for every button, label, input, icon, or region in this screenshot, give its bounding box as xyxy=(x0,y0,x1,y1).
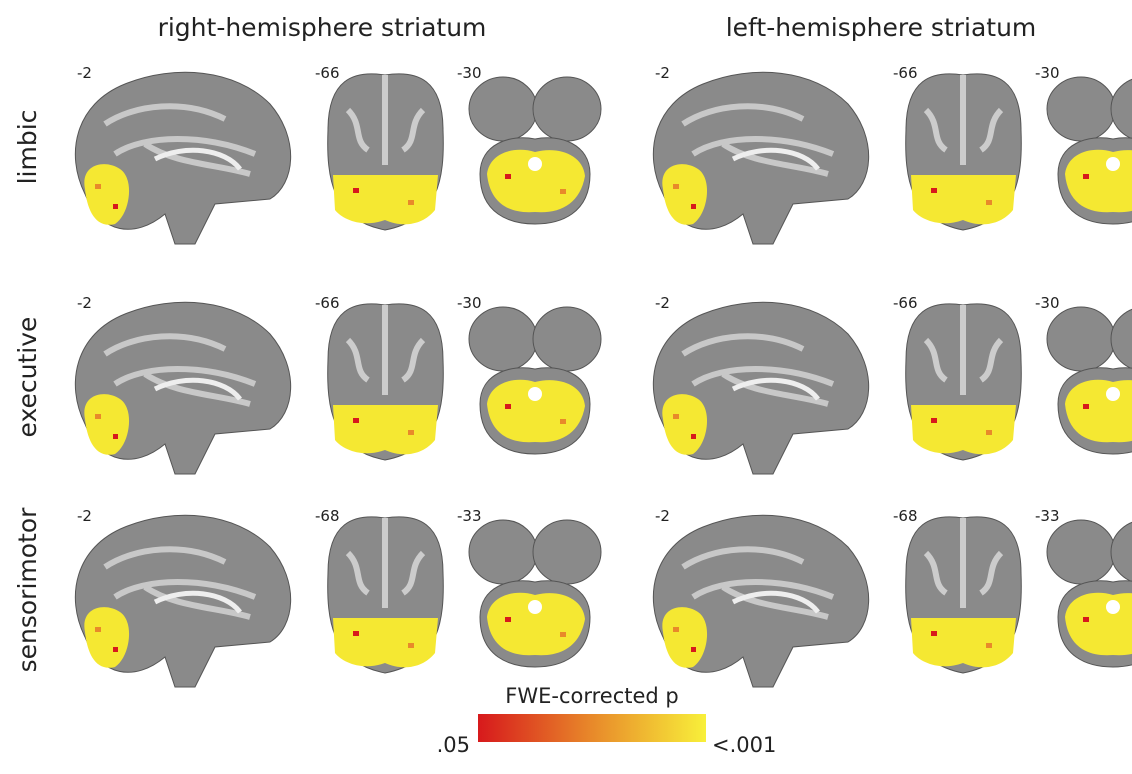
slice-coordinate: -68 xyxy=(315,507,340,525)
figure: right-hemisphere striatum left-hemispher… xyxy=(0,0,1132,774)
slice-coordinate: -30 xyxy=(457,64,482,82)
slice-coordinate: -30 xyxy=(1035,294,1060,312)
brain-slice xyxy=(75,72,290,244)
brain-slice xyxy=(653,72,868,244)
slice-coordinate: -33 xyxy=(457,507,482,525)
brain-slice xyxy=(75,515,290,687)
brain-slice xyxy=(75,302,290,474)
colorbar-min: .05 xyxy=(437,733,470,757)
brain-slice xyxy=(469,307,601,454)
column-title: left-hemisphere striatum xyxy=(726,13,1037,42)
brain-slice xyxy=(328,304,444,460)
column-title: right-hemisphere striatum xyxy=(158,13,487,42)
slice-coordinate: -2 xyxy=(77,64,92,82)
brain-slice xyxy=(1047,77,1132,224)
colorbar-title: FWE-corrected p xyxy=(505,684,678,708)
brain-slice xyxy=(906,517,1022,673)
slice-coordinate: -66 xyxy=(315,294,340,312)
row-label: limbic xyxy=(13,110,42,185)
slice-coordinate: -2 xyxy=(655,64,670,82)
brain-slice xyxy=(653,302,868,474)
brain-slice xyxy=(469,77,601,224)
colorbar-max: <.001 xyxy=(712,733,776,757)
brain-slice xyxy=(1047,520,1132,667)
slice-coordinate: -2 xyxy=(655,294,670,312)
brain-slice xyxy=(906,74,1022,230)
brain-slice xyxy=(653,515,868,687)
slice-coordinate: -2 xyxy=(655,507,670,525)
slice-coordinate: -2 xyxy=(77,294,92,312)
slice-coordinate: -66 xyxy=(893,294,918,312)
row-label: executive xyxy=(13,317,42,438)
brain-slice xyxy=(906,304,1022,460)
brain-slice xyxy=(328,517,444,673)
row-label: sensorimotor xyxy=(13,507,42,673)
slice-coordinate: -2 xyxy=(77,507,92,525)
slice-coordinate: -30 xyxy=(457,294,482,312)
slice-coordinate: -30 xyxy=(1035,64,1060,82)
slice-coordinate: -66 xyxy=(315,64,340,82)
brain-slice xyxy=(469,520,601,667)
colorbar xyxy=(478,714,706,742)
slice-coordinate: -68 xyxy=(893,507,918,525)
slice-coordinate: -66 xyxy=(893,64,918,82)
brain-slice xyxy=(328,74,444,230)
slice-coordinate: -33 xyxy=(1035,507,1060,525)
brain-slice xyxy=(1047,307,1132,454)
